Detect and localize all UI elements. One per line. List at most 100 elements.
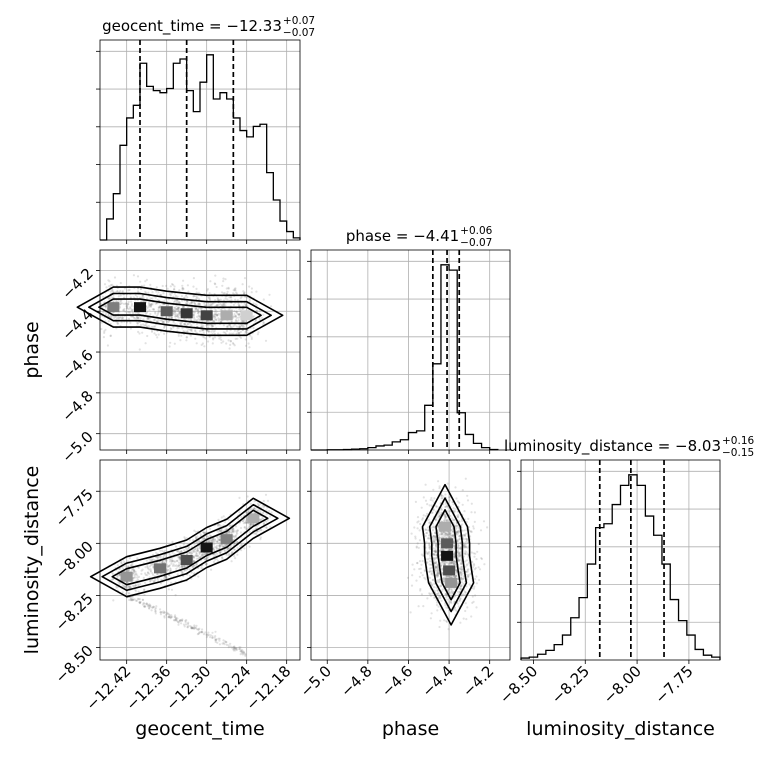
sample-point: [110, 315, 113, 318]
sample-point: [145, 603, 148, 606]
density-cell: [200, 310, 213, 321]
sample-point: [218, 545, 221, 548]
sample-point: [431, 499, 434, 502]
sample-point: [214, 639, 218, 642]
sample-point: [240, 295, 243, 299]
sample-point: [195, 536, 198, 540]
sample-point: [148, 558, 151, 561]
sample-point: [139, 296, 142, 299]
sample-point: [230, 646, 233, 649]
sample-point: [112, 599, 115, 602]
sample-point: [201, 554, 204, 558]
sample-point: [466, 499, 470, 502]
sample-point: [147, 604, 151, 608]
sample-point: [223, 549, 226, 552]
sample-point: [466, 537, 469, 541]
sample-point: [169, 560, 172, 563]
sample-point: [119, 300, 122, 303]
sample-point: [197, 312, 200, 315]
sample-point: [206, 535, 209, 538]
sample-point: [195, 319, 199, 322]
sample-point: [100, 327, 103, 331]
sample-point: [249, 523, 252, 526]
sample-point: [170, 588, 174, 591]
sample-point: [235, 534, 238, 537]
sample-point: [455, 497, 458, 500]
sample-point: [416, 527, 419, 530]
sample-point: [235, 647, 238, 650]
sample-point: [250, 287, 253, 290]
sample-point: [145, 322, 148, 325]
sample-point: [453, 600, 456, 603]
sample-point: [436, 592, 439, 595]
sample-point: [425, 541, 428, 544]
sample-point: [437, 516, 440, 519]
sample-point: [100, 321, 103, 324]
sample-point: [147, 301, 150, 305]
sample-point: [216, 540, 219, 544]
sample-point: [108, 298, 111, 301]
sample-point: [195, 291, 198, 294]
sample-point: [233, 555, 236, 558]
sample-point: [183, 322, 186, 325]
sample-point: [215, 318, 218, 321]
sample-point: [215, 312, 218, 315]
sample-point: [218, 637, 221, 640]
sample-point: [262, 313, 265, 316]
sample-point: [455, 531, 458, 534]
sample-point: [167, 304, 170, 307]
sample-point: [449, 548, 453, 551]
sample-point: [256, 502, 259, 505]
sample-point: [211, 325, 214, 328]
sample-point: [242, 320, 245, 323]
panel-frame: [99, 459, 301, 661]
sample-point: [236, 313, 239, 316]
sample-point: [192, 313, 195, 316]
sample-point: [176, 549, 179, 553]
sample-point: [154, 579, 157, 582]
sample-point: [206, 326, 209, 329]
y-tick-label: −4.4: [58, 305, 96, 343]
x-tick-label: −4.2: [459, 662, 497, 700]
sample-point: [244, 653, 247, 656]
histogram-panel-luminosity_distance: luminosity_distance = −8.03 +0.16−0.15: [504, 435, 755, 661]
sample-point: [156, 320, 159, 323]
sample-point: [135, 579, 138, 582]
sample-point: [432, 535, 435, 538]
sample-point: [145, 602, 148, 605]
sample-point: [181, 287, 184, 290]
sample-point: [193, 529, 196, 532]
sample-point: [449, 575, 452, 578]
sample-point: [136, 597, 139, 600]
sample-point: [192, 319, 195, 322]
sample-point: [245, 511, 248, 514]
sample-point: [221, 545, 224, 548]
sample-point: [214, 638, 217, 642]
sample-point: [262, 506, 265, 509]
sample-point: [141, 598, 144, 601]
sample-point: [179, 322, 182, 325]
sample-point: [197, 315, 201, 318]
sample-point: [208, 296, 211, 299]
sample-point: [127, 289, 130, 292]
sample-point: [257, 530, 260, 533]
sample-point: [163, 332, 166, 335]
sample-point: [233, 535, 236, 538]
sample-point: [148, 572, 151, 575]
sample-point: [464, 477, 467, 480]
sample-point: [449, 600, 453, 603]
sample-point: [218, 539, 221, 542]
sample-point: [206, 319, 209, 322]
sample-point: [183, 565, 186, 568]
sample-point: [138, 601, 141, 604]
sample-point: [456, 531, 459, 534]
sample-point: [224, 544, 227, 547]
sample-point: [486, 526, 489, 529]
sample-point: [429, 548, 432, 551]
sample-point: [248, 285, 251, 288]
sample-point: [215, 318, 218, 321]
sample-point: [450, 561, 453, 564]
sample-point: [262, 517, 265, 520]
sample-point: [103, 330, 106, 333]
sample-point: [196, 549, 199, 552]
